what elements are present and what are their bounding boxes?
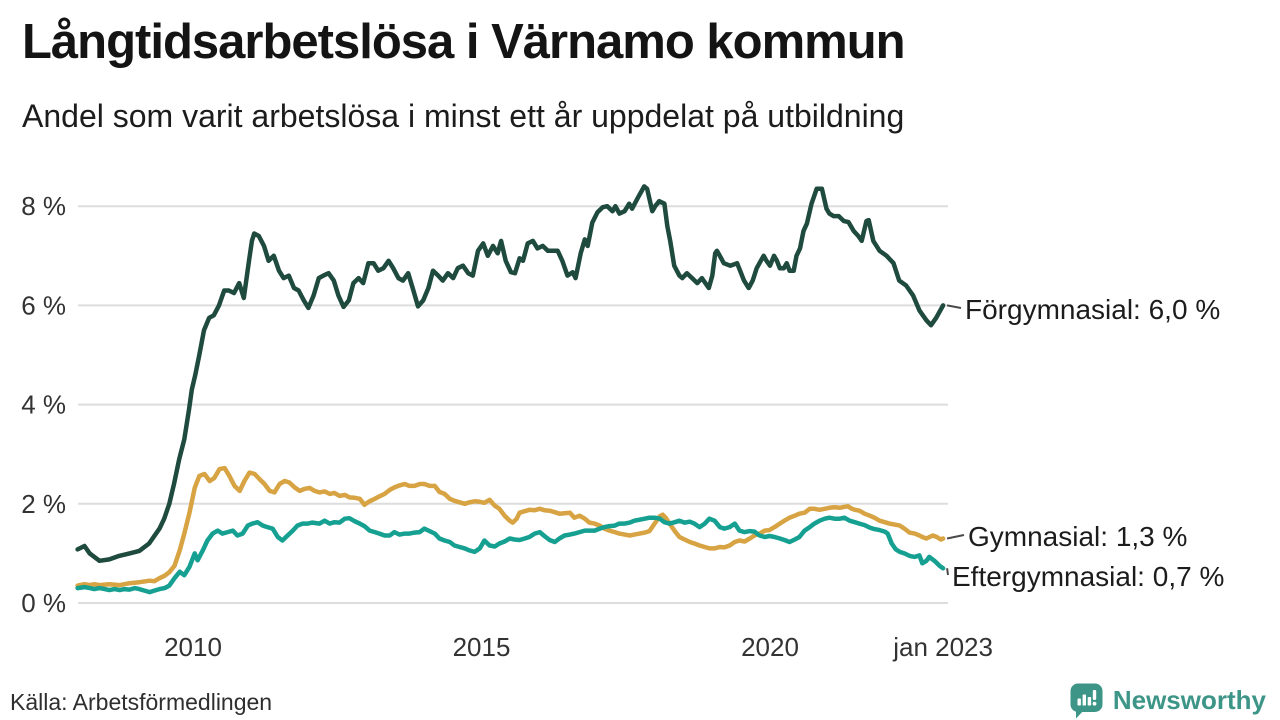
page-title: Långtidsarbetslösa i Värnamo kommun	[22, 15, 906, 69]
series-end-label-forgymnasial: Förgymnasial: 6,0 %	[965, 294, 1221, 325]
y-tick-label: 2 %	[21, 489, 66, 519]
y-tick-label: 0 %	[21, 588, 66, 618]
x-tick-label: jan 2023	[892, 632, 993, 662]
page-subtitle: Andel som varit arbetslösa i minst ett å…	[22, 98, 905, 134]
y-tick-label: 6 %	[21, 290, 66, 320]
y-tick-label: 4 %	[21, 390, 66, 420]
x-tick-label: 2020	[741, 632, 799, 662]
x-tick-label: 2010	[164, 632, 222, 662]
series-line-gymnasial	[75, 465, 946, 588]
end-label-connector	[946, 534, 965, 540]
end-label-connector	[946, 568, 949, 576]
x-tick-label: 2015	[453, 632, 511, 662]
newsworthy-bubble-chart-icon	[1070, 683, 1103, 719]
source-note: Källa: Arbetsförmedlingen	[10, 689, 273, 715]
series-line-förgymnasial	[75, 184, 946, 564]
newsworthy-logo: Newsworthy	[1068, 682, 1266, 719]
series-line-eftergymnasial	[75, 515, 946, 595]
series-end-label-gymnasial: Gymnasial: 1,3 %	[968, 521, 1188, 552]
end-label-connector	[946, 304, 962, 309]
series-end-label-eftergymnasial: Eftergymnasial: 0,7 %	[952, 561, 1225, 592]
y-tick-label: 8 %	[21, 191, 66, 221]
newsworthy-wordmark: Newsworthy	[1112, 685, 1266, 715]
